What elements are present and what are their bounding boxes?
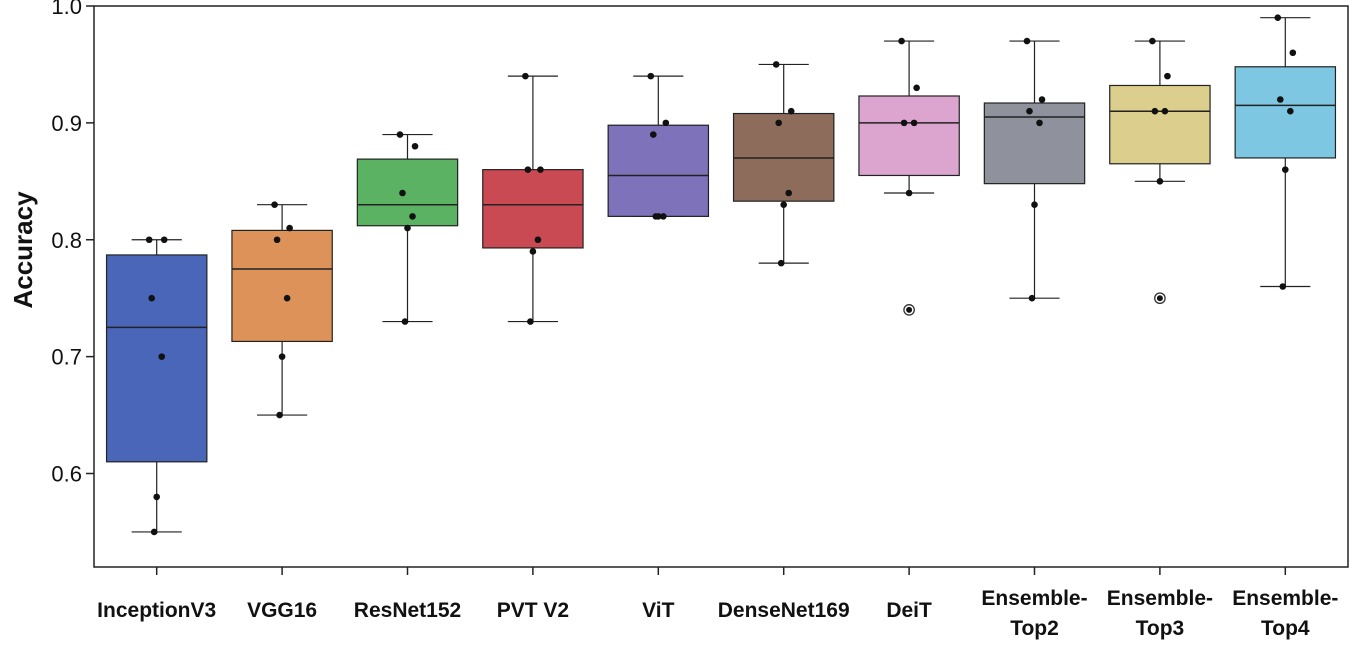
data-point-vgg16 [273, 236, 281, 244]
data-point-pvt-v2 [524, 166, 532, 173]
outlier-point-ensemble-top3 [1156, 295, 1163, 302]
y-axis-title: Accuracy [8, 191, 38, 309]
outlier-ring-ensemble-top3 [1154, 292, 1166, 305]
data-point-inceptionv3 [150, 528, 158, 536]
data-point-pvt-v2 [522, 72, 529, 80]
data-point-ensemble-top2 [1023, 37, 1031, 45]
data-point-pvt-v2 [537, 166, 544, 173]
data-point-ensemble-top2 [1038, 96, 1046, 103]
plot-area: 0.6 0.7 0.8 0.9 1.0 InceptionV3 VGG16 ResNet152… [51, 0, 1349, 640]
data-point-resnet152 [409, 213, 416, 220]
data-point-vit [652, 213, 660, 220]
data-point-ensemble-top2 [1026, 107, 1033, 115]
data-point-inceptionv3 [148, 294, 155, 302]
data-point-ensemble-top4 [1276, 96, 1284, 103]
data-point-pvt-v2 [534, 236, 542, 244]
data-point-ensemble-top3 [1156, 178, 1164, 185]
x-tick-label-densenet169: DenseNet169 [718, 599, 850, 622]
data-point-ensemble-top4 [1282, 166, 1289, 173]
data-point-resnet152 [396, 131, 404, 138]
data-point-resnet152 [399, 189, 406, 197]
box-ensemble-top2 [983, 102, 1086, 185]
box-vit [607, 124, 710, 217]
x-tick-label-inceptionv3: InceptionV3 [97, 599, 216, 622]
data-point-vgg16 [278, 353, 286, 360]
data-point-ensemble-top4 [1279, 283, 1287, 290]
data-point-ensemble-top4 [1289, 49, 1297, 57]
data-point-ensemble-top3 [1164, 72, 1171, 80]
x-tick-label-ensemble-top2: Top2 [1010, 617, 1059, 640]
data-point-ensemble-top4 [1287, 107, 1294, 115]
data-point-densenet169 [780, 201, 787, 208]
data-point-vit [662, 119, 670, 127]
box-ensemble-top4 [1234, 66, 1337, 159]
data-point-deit [910, 119, 918, 127]
x-tick-label-ensemble-top4: Top4 [1261, 617, 1310, 640]
x-tick-label-resnet152: ResNet152 [354, 599, 461, 622]
x-tick-label-ensemble-top4: Ensemble- [1232, 587, 1338, 610]
x-tick-label-vit: ViT [642, 599, 674, 622]
data-point-vgg16 [283, 294, 291, 302]
x-tick-label-vgg16: VGG16 [247, 599, 317, 622]
data-point-resnet152 [404, 224, 411, 232]
y-tick-label: 0.7 [51, 345, 82, 370]
data-point-vit [647, 72, 655, 80]
y-tick-label: 0.8 [51, 228, 82, 253]
data-point-resnet152 [401, 318, 409, 325]
x-tick-label-ensemble-top2: Ensemble- [981, 587, 1087, 610]
data-point-densenet169 [772, 61, 780, 68]
data-point-vit [649, 131, 657, 138]
box-resnet152 [356, 158, 459, 227]
data-point-inceptionv3 [153, 493, 160, 501]
data-point-deit [913, 84, 920, 92]
data-point-densenet169 [785, 189, 793, 197]
data-point-vgg16 [271, 201, 278, 208]
data-point-densenet169 [777, 259, 785, 267]
box-ensemble-top3 [1109, 84, 1211, 165]
data-point-ensemble-top2 [1036, 119, 1043, 127]
x-tick-label-ensemble-top3: Top3 [1136, 617, 1185, 640]
data-point-ensemble-top3 [1161, 107, 1169, 115]
y-tick-label: 0.9 [51, 111, 82, 136]
data-point-ensemble-top2 [1028, 294, 1036, 302]
x-tick-label-deit: DeiT [886, 599, 932, 622]
data-point-densenet169 [775, 119, 782, 127]
data-point-vgg16 [286, 224, 293, 232]
y-tick-label: 0.6 [51, 462, 82, 487]
data-point-inceptionv3 [158, 353, 166, 360]
data-point-deit [898, 37, 905, 45]
y-tick-label: 1.0 [51, 0, 82, 19]
plot-frame [93, 5, 1349, 568]
data-point-inceptionv3 [145, 236, 153, 244]
data-point-resnet152 [411, 142, 419, 150]
box-inceptionv3 [105, 254, 208, 463]
box-pvt-v2 [482, 169, 584, 249]
outlier-ring-deit [903, 304, 915, 316]
data-point-pvt-v2 [527, 318, 534, 325]
data-point-inceptionv3 [160, 236, 168, 244]
data-point-ensemble-top4 [1274, 14, 1282, 21]
data-point-densenet169 [787, 107, 795, 115]
data-point-vit [660, 213, 667, 220]
data-point-vgg16 [276, 411, 283, 419]
data-point-deit [905, 189, 913, 197]
data-point-ensemble-top2 [1031, 201, 1038, 208]
x-tick-label-ensemble-top3: Ensemble- [1107, 587, 1213, 610]
box-deit [858, 95, 960, 177]
x-tick-label-pvt-v2: PVT V2 [497, 599, 569, 622]
outlier-point-deit [906, 306, 913, 313]
data-point-pvt-v2 [529, 248, 537, 255]
data-point-ensemble-top3 [1149, 37, 1156, 45]
box-vgg16 [231, 229, 333, 343]
data-point-ensemble-top3 [1151, 107, 1159, 115]
data-point-deit [900, 119, 908, 127]
